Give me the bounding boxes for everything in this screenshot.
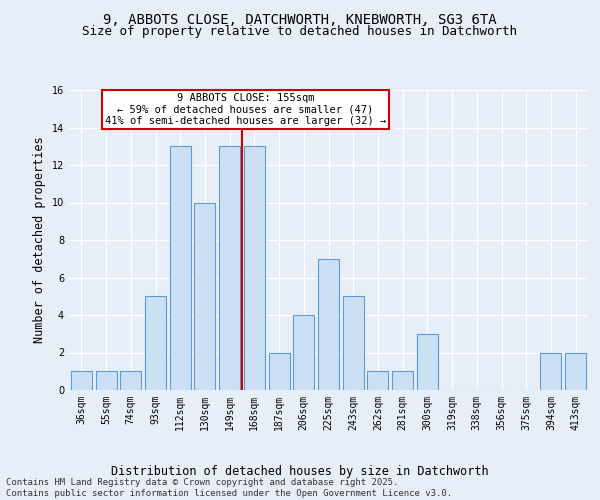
Bar — [392, 371, 413, 390]
Text: 9 ABBOTS CLOSE: 155sqm
← 59% of detached houses are smaller (47)
41% of semi-det: 9 ABBOTS CLOSE: 155sqm ← 59% of detached… — [105, 93, 386, 126]
Text: 9, ABBOTS CLOSE, DATCHWORTH, KNEBWORTH, SG3 6TA: 9, ABBOTS CLOSE, DATCHWORTH, KNEBWORTH, … — [103, 12, 497, 26]
Bar — [367, 371, 388, 390]
Bar — [244, 146, 265, 390]
Bar — [318, 259, 339, 390]
Bar — [293, 315, 314, 390]
Bar — [194, 202, 215, 390]
Bar — [565, 352, 586, 390]
Y-axis label: Number of detached properties: Number of detached properties — [33, 136, 46, 344]
Bar — [120, 371, 141, 390]
Text: Contains HM Land Registry data © Crown copyright and database right 2025.
Contai: Contains HM Land Registry data © Crown c… — [6, 478, 452, 498]
Bar — [95, 371, 116, 390]
Bar — [170, 146, 191, 390]
Bar — [417, 334, 438, 390]
Text: Size of property relative to detached houses in Datchworth: Size of property relative to detached ho… — [83, 25, 517, 38]
Text: Distribution of detached houses by size in Datchworth: Distribution of detached houses by size … — [111, 464, 489, 477]
Bar — [219, 146, 240, 390]
Bar — [71, 371, 92, 390]
Bar — [541, 352, 562, 390]
Bar — [343, 296, 364, 390]
Bar — [269, 352, 290, 390]
Bar — [145, 296, 166, 390]
